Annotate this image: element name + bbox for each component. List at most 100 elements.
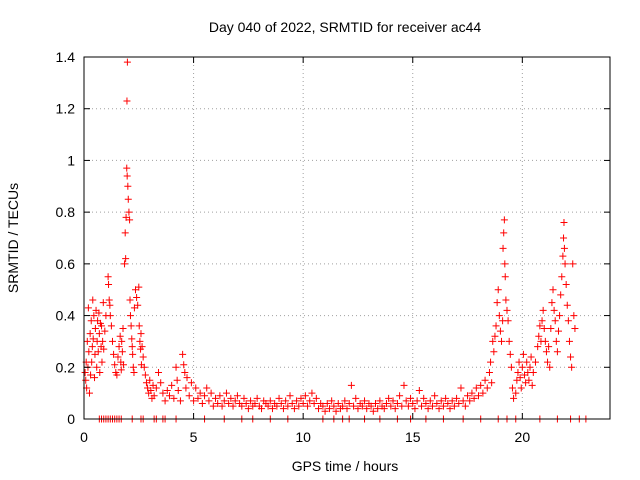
data-point (183, 374, 191, 382)
data-point (268, 405, 276, 413)
data-point (501, 260, 509, 268)
data-point (181, 368, 189, 376)
data-point (155, 368, 163, 376)
data-point (163, 387, 171, 395)
data-point (96, 368, 104, 376)
data-point (106, 312, 114, 320)
data-point (89, 296, 97, 304)
data-point (91, 374, 99, 382)
tick-labels: 0 0.2 0.4 0.6 0.8 1 1.2 1.4 0 5 10 15 20 (56, 49, 531, 445)
data-point (565, 337, 573, 345)
data-point (89, 335, 97, 343)
data-point (84, 304, 92, 312)
data-point (371, 399, 379, 407)
data-point (534, 343, 542, 351)
data-point (504, 317, 512, 325)
data-point (385, 394, 393, 402)
data-point (347, 381, 355, 389)
data-point (571, 325, 579, 332)
x-axis-label: GPS time / hours (292, 458, 399, 474)
plot-frame (83, 56, 611, 420)
data-point (358, 402, 366, 410)
data-point (299, 399, 307, 407)
data-point (95, 309, 103, 317)
data-point (422, 399, 430, 407)
data-point (229, 402, 237, 410)
data-point (535, 332, 543, 340)
data-point (538, 317, 546, 325)
data-point (531, 358, 539, 366)
data-point (442, 394, 450, 402)
data-point (273, 402, 281, 410)
data-point (119, 361, 127, 369)
x-tick-label: 20 (515, 429, 531, 445)
data-point (367, 402, 375, 410)
data-point (323, 399, 331, 407)
data-point (523, 358, 531, 366)
data-point (457, 384, 465, 392)
data-point (481, 376, 489, 384)
data-point (515, 358, 523, 366)
x-tick-label: 15 (405, 429, 421, 445)
data-point (222, 389, 230, 397)
data-point (295, 402, 303, 410)
data-point (498, 337, 506, 345)
y-tick-label: 0.4 (56, 308, 76, 324)
data-point (413, 397, 421, 405)
data-point (182, 384, 190, 392)
data-point (126, 216, 134, 224)
data-point (376, 397, 384, 405)
data-point (507, 363, 515, 371)
data-point (560, 244, 568, 252)
data-point (332, 407, 340, 415)
data-point (339, 402, 347, 410)
data-point (459, 397, 467, 405)
data-point (201, 392, 209, 400)
data-point (525, 376, 533, 384)
data-point (209, 402, 217, 410)
data-point (140, 363, 148, 371)
data-point (107, 322, 115, 330)
data-point (514, 368, 522, 376)
data-point (556, 312, 564, 320)
data-point (134, 301, 142, 309)
data-point (350, 402, 358, 410)
data-point (361, 397, 369, 405)
data-point (428, 402, 436, 410)
data-point (557, 291, 565, 299)
data-point (400, 381, 408, 389)
data-point (479, 389, 487, 397)
data-point (187, 379, 195, 387)
data-point (542, 348, 550, 356)
data-point (389, 397, 397, 405)
y-tick-label: 0.6 (56, 256, 76, 272)
data-point (247, 397, 255, 405)
data-point (485, 368, 493, 376)
data-point (179, 350, 187, 358)
data-point (527, 353, 535, 361)
data-point (518, 363, 526, 371)
data-point (330, 402, 338, 410)
x-tick-label: 10 (295, 429, 311, 445)
data-point (526, 363, 534, 371)
data-point (216, 392, 224, 400)
data-point (185, 392, 193, 400)
data-point (562, 281, 570, 289)
data-point (128, 343, 136, 351)
data-point (123, 172, 131, 180)
data-point (123, 164, 131, 172)
data-point (519, 350, 527, 358)
data-point (444, 399, 452, 407)
data-point (124, 182, 132, 190)
data-point (487, 358, 495, 366)
data-point (85, 389, 93, 397)
data-point (306, 397, 314, 405)
data-point (567, 353, 575, 361)
data-point (560, 218, 568, 226)
data-point (563, 301, 571, 309)
data-point (129, 350, 137, 358)
data-point (491, 332, 499, 340)
data-point (315, 405, 323, 413)
data-point (407, 394, 415, 402)
data-point (152, 384, 160, 392)
